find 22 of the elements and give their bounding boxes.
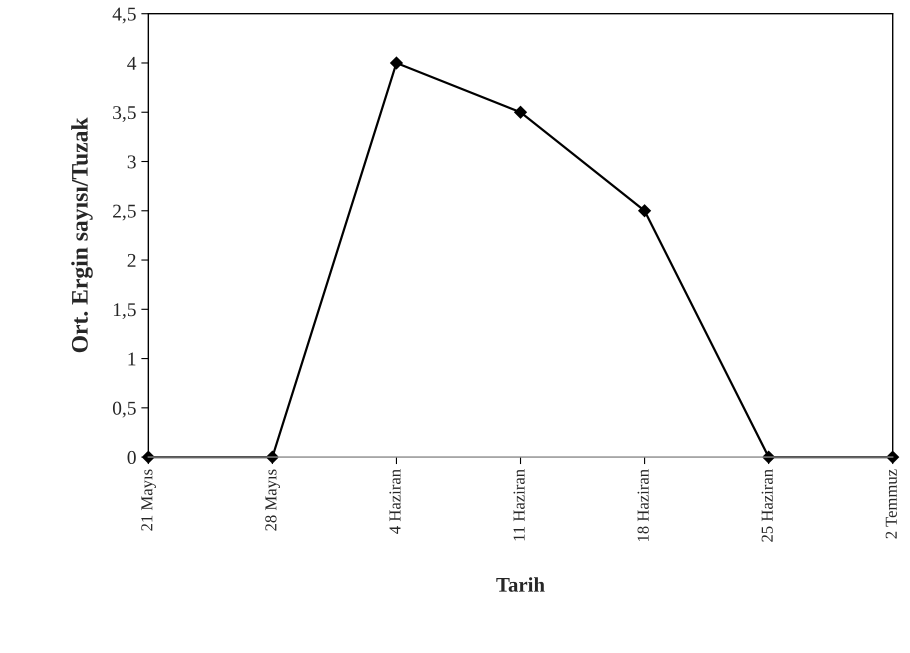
y-axis-title: Ort. Ergin sayısı/Tuzak bbox=[71, 117, 93, 352]
y-tick-label: 0,5 bbox=[112, 402, 136, 418]
x-tick-label: 25 Haziran bbox=[762, 469, 773, 542]
point bbox=[638, 204, 651, 218]
x-axis-title: Tarih bbox=[496, 577, 545, 592]
x-tick-label: 21 Mayıs bbox=[141, 470, 156, 531]
y-tick-label: 3 bbox=[128, 155, 136, 168]
x-tick-label: 18 Haziran bbox=[638, 469, 649, 542]
y-tick-label: 4,5 bbox=[112, 8, 136, 24]
point bbox=[390, 56, 403, 70]
y-tick-label: 4 bbox=[127, 56, 136, 70]
point bbox=[514, 106, 527, 119]
y-tick-label: 1,5 bbox=[114, 303, 136, 320]
x-tick-label: 28 Mayıs bbox=[265, 470, 280, 531]
x-tick-label: 4 Haziran bbox=[389, 469, 401, 534]
y-tick-label: 2,5 bbox=[113, 204, 136, 221]
y-tick-label: 2 bbox=[128, 254, 136, 267]
y-tick-label: 1 bbox=[128, 352, 136, 366]
y-tick-label: 0 bbox=[128, 450, 136, 464]
y-tick-label: 3,5 bbox=[113, 106, 136, 122]
x-tick-label: 11 Haziran bbox=[513, 469, 525, 540]
x-tick-label: 2 Temmuz bbox=[886, 469, 897, 538]
